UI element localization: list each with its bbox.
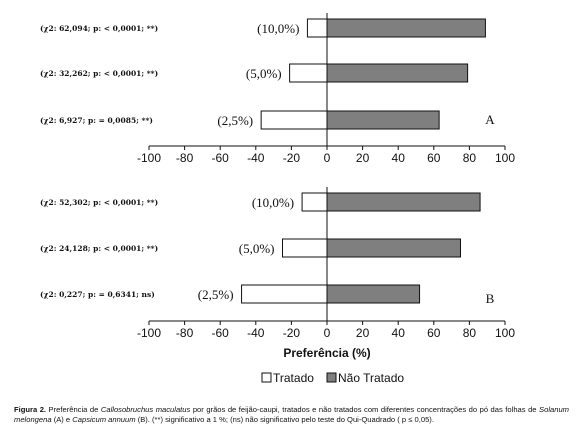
caption-text-2: por grãos de feijão-caupi, tratados e nã…	[190, 405, 540, 414]
x-tick-label: -100	[137, 326, 161, 340]
chi-square-label: (χ2: 62,094; p: < 0,0001; **)	[40, 24, 158, 33]
x-tick-label: 100	[495, 326, 515, 340]
x-tick-label: 80	[463, 151, 477, 165]
x-tick-label: 100	[495, 151, 515, 165]
x-tick-label: 40	[392, 326, 406, 340]
x-tick-label: -80	[176, 151, 194, 165]
legend: Tratado Não Tratado	[261, 371, 404, 385]
caption-label: Figura 2.	[14, 405, 47, 414]
concentration-label: (10,0%)	[252, 195, 294, 210]
x-tick-label: -60	[212, 326, 230, 340]
x-tick-label: -40	[247, 326, 265, 340]
bar-tratado	[306, 18, 328, 38]
x-tick-label: 60	[427, 326, 441, 340]
legend-swatch-tratado	[261, 372, 272, 383]
x-tick-label: 60	[427, 151, 441, 165]
panel-b: (10,0%) (χ2: 52,302; p: < 0,0001; **) (5,0…	[40, 187, 515, 340]
legend-swatch-nao-tratado	[326, 372, 337, 383]
bar-tratado	[241, 284, 328, 304]
x-tick-label: -80	[176, 326, 194, 340]
x-tick-label: -60	[212, 151, 230, 165]
caption-species-2: Solanum melongena	[14, 405, 570, 424]
caption-text-4: (B). (**) significativo a 1 %; (ns) não …	[135, 415, 434, 424]
chi-square-label: (χ2: 52,302; p: < 0,0001; **)	[40, 198, 158, 207]
concentration-label: (5,0%)	[246, 66, 282, 81]
concentration-label: (2,5%)	[198, 287, 234, 302]
x-tick-label: 0	[324, 151, 331, 165]
concentration-label: (5,0%)	[239, 241, 275, 256]
bar-tratado	[282, 238, 328, 258]
bar-nao-tratado	[326, 110, 440, 130]
panel-label: A	[485, 112, 495, 127]
caption-species-1: Callosobruchus maculatus	[100, 405, 191, 414]
caption-text-3: (A) e	[51, 415, 73, 424]
bar-tratado	[289, 63, 328, 83]
x-tick-label: 20	[356, 326, 370, 340]
x-tick-label: -20	[283, 151, 301, 165]
bar-nao-tratado	[326, 63, 469, 83]
bar-tratado	[260, 110, 328, 130]
x-tick-label: 80	[463, 326, 477, 340]
x-tick-label: 0	[324, 326, 331, 340]
figure-chart: (10,0%) (χ2: 62,094; p: < 0,0001; **) (5,0…	[40, 13, 515, 385]
legend-label-nao-tratado: Não Tratado	[338, 371, 404, 385]
x-tick-label: -20	[283, 326, 301, 340]
bar-nao-tratado	[326, 238, 461, 258]
bar-nao-tratado	[326, 284, 421, 304]
x-tick-label: 40	[392, 151, 406, 165]
chi-square-label: (χ2: 6,927; p: = 0,0085; **)	[40, 116, 153, 125]
x-tick-label: 20	[356, 151, 370, 165]
caption-species-3: Capsicum annuum	[72, 415, 136, 424]
bar-nao-tratado	[326, 192, 481, 212]
chi-square-label: (χ2: 24,128; p: < 0,0001; **)	[40, 244, 158, 253]
legend-label-tratado: Tratado	[273, 371, 314, 385]
x-tick-label: -100	[137, 151, 161, 165]
caption-text-1: Preferência de	[46, 405, 101, 414]
bar-tratado	[301, 192, 328, 212]
concentration-label: (2,5%)	[217, 113, 253, 128]
panel-label: B	[486, 291, 495, 306]
figure-caption: Figura 2. Preferência de Callosobruchus …	[14, 405, 569, 425]
concentration-label: (10,0%)	[257, 21, 299, 36]
chi-square-label: (χ2: 0,227; p: = 0,6341; ns)	[40, 290, 155, 299]
x-axis-label: Preferência (%)	[283, 346, 370, 360]
bar-nao-tratado	[326, 18, 486, 38]
x-tick-label: -40	[247, 151, 265, 165]
panel-a: (10,0%) (χ2: 62,094; p: < 0,0001; **) (5,0…	[40, 13, 515, 165]
chi-square-label: (χ2: 32,262; p: < 0,0001; **)	[40, 69, 158, 78]
